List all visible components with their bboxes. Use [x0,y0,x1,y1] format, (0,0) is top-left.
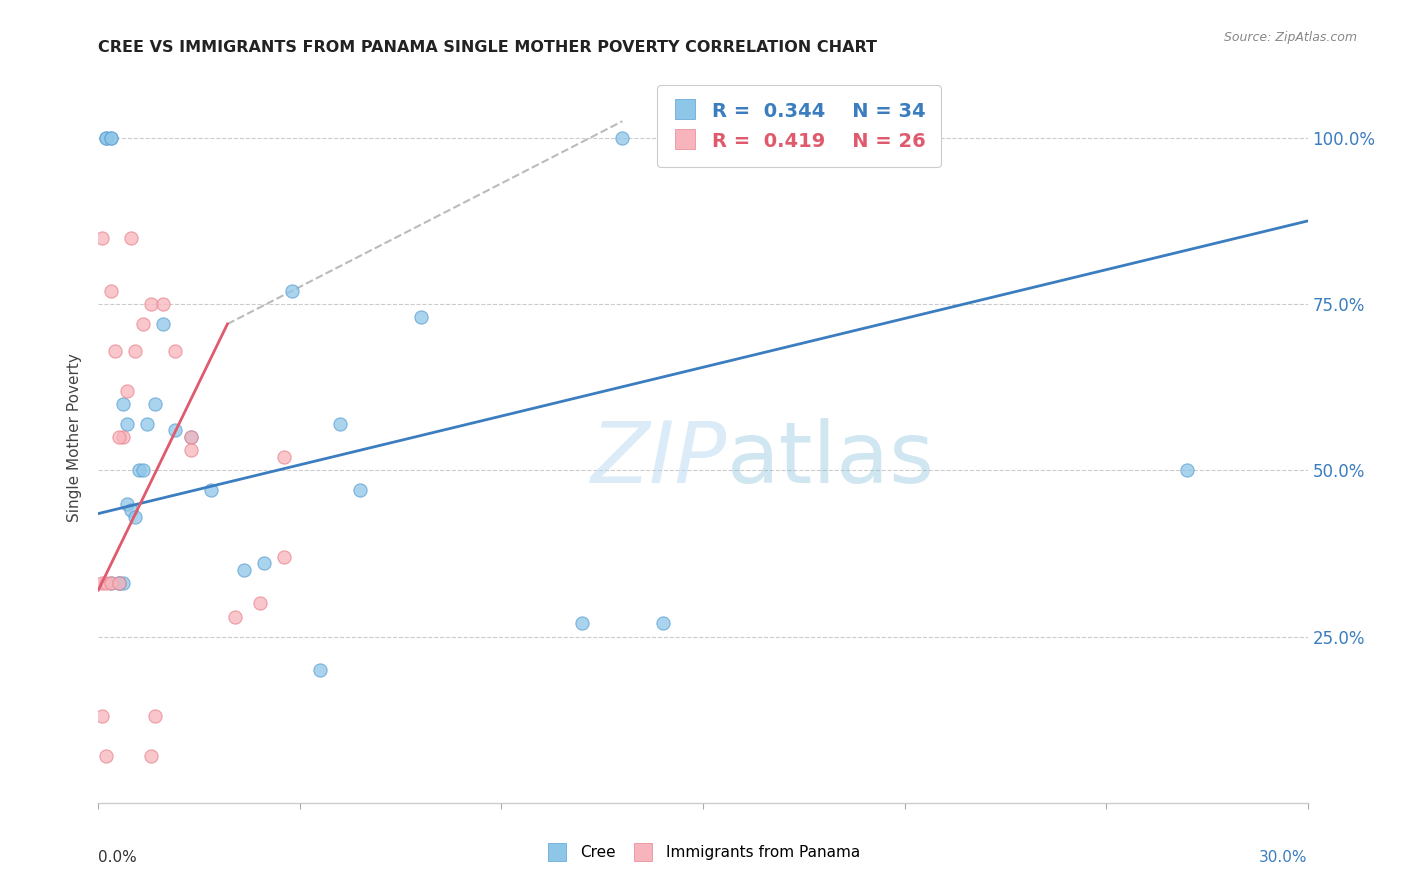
Point [100,131,122,145]
Point [571,616,593,631]
Point [111,576,134,591]
Point [143,397,166,411]
Point [180,430,202,444]
Point [1175,463,1198,477]
Point [100,576,122,591]
Point [96,749,118,764]
Text: 0.0%: 0.0% [98,850,138,865]
Point [96,131,118,145]
Point [224,609,246,624]
Y-axis label: Single Mother Poverty: Single Mother Poverty [67,352,83,522]
Point [281,284,304,298]
Point [135,417,157,431]
Point [273,549,295,564]
Point [139,749,162,764]
Point [249,596,271,610]
Point [180,443,202,458]
Point [132,463,155,477]
Point [651,616,673,631]
Point [139,297,162,311]
Point [124,509,146,524]
Point [409,310,432,325]
Point [128,463,150,477]
Point [100,131,122,145]
Point [329,417,352,431]
Point [115,417,138,431]
Point [107,430,129,444]
Point [349,483,371,498]
Point [124,343,146,358]
Point [107,576,129,591]
Point [309,663,332,677]
Point [107,576,129,591]
Point [120,230,142,244]
Point [163,424,186,438]
Point [100,284,122,298]
Point [180,430,202,444]
Point [96,131,118,145]
Point [107,576,129,591]
Point [163,343,186,358]
Legend: Cree, Immigrants from Panama: Cree, Immigrants from Panama [538,839,868,866]
Point [103,343,125,358]
Point [120,503,142,517]
Point [273,450,295,464]
Point [91,230,114,244]
Point [115,497,138,511]
Text: CREE VS IMMIGRANTS FROM PANAMA SINGLE MOTHER POVERTY CORRELATION CHART: CREE VS IMMIGRANTS FROM PANAMA SINGLE MO… [98,40,877,55]
Point [115,384,138,398]
Text: 30.0%: 30.0% [1260,850,1308,865]
Point [132,317,155,331]
Point [200,483,222,498]
Point [143,709,166,723]
Text: ZIP: ZIP [591,417,727,500]
Point [111,430,134,444]
Point [91,576,114,591]
Point [253,557,276,571]
Point [152,297,174,311]
Legend: R =  0.344    N = 34, R =  0.419    N = 26: R = 0.344 N = 34, R = 0.419 N = 26 [658,85,941,167]
Point [91,709,114,723]
Point [96,576,118,591]
Point [612,131,634,145]
Text: Source: ZipAtlas.com: Source: ZipAtlas.com [1223,31,1357,45]
Point [111,397,134,411]
Text: atlas: atlas [727,417,935,500]
Point [100,576,122,591]
Point [232,563,254,577]
Point [152,317,174,331]
